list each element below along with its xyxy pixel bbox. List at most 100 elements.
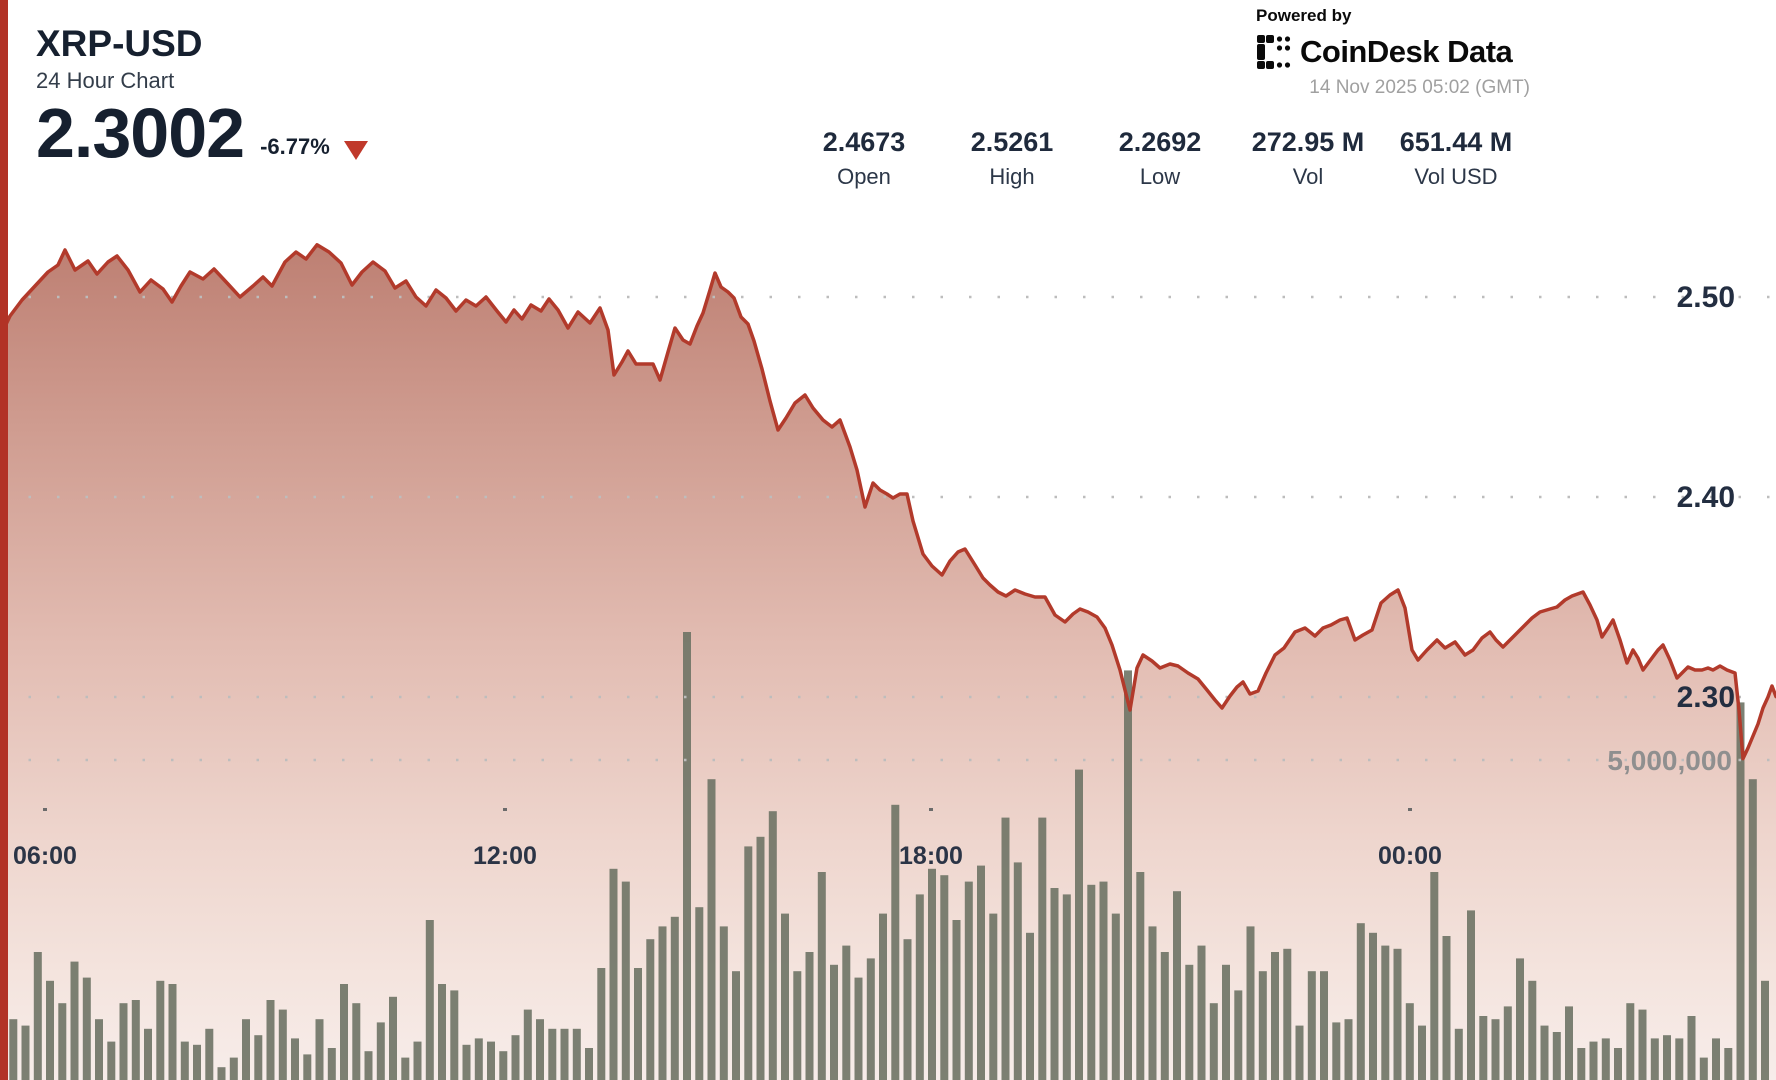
volume-bar xyxy=(1516,958,1524,1080)
volume-bar xyxy=(499,1051,508,1080)
volume-bar xyxy=(303,1054,312,1080)
x-axis-time-label: 12:00 xyxy=(473,842,537,870)
x-axis-tick xyxy=(1408,808,1412,811)
chart-subtitle: 24 Hour Chart xyxy=(36,67,175,93)
volume-bar xyxy=(1209,1003,1218,1080)
data-timestamp: 14 Nov 2025 05:02 (GMT) xyxy=(1309,77,1530,98)
last-price: 2.3002 xyxy=(36,93,245,172)
volume-bar xyxy=(450,990,459,1080)
volume-bar xyxy=(1307,971,1316,1080)
coindesk-logo-text: CoinDesk Data xyxy=(1300,34,1513,69)
volume-bar xyxy=(1369,932,1377,1080)
volume-bar xyxy=(756,836,765,1080)
volume-bar xyxy=(1577,1048,1586,1080)
volume-bar xyxy=(487,1041,495,1080)
stat-label: Low xyxy=(1139,164,1181,190)
x-axis-tick xyxy=(929,808,933,811)
stat-value: 2.2692 xyxy=(1118,127,1202,157)
x-axis-tick xyxy=(43,808,47,811)
volume-bar xyxy=(1222,964,1230,1080)
volume-bar xyxy=(1001,817,1010,1080)
volume-bar xyxy=(1332,1022,1341,1080)
volume-bar xyxy=(389,996,397,1080)
volume-bar xyxy=(511,1035,520,1080)
volume-bar xyxy=(1405,1003,1414,1080)
volume-bar xyxy=(1344,1019,1353,1080)
volume-bar xyxy=(768,811,777,1080)
volume-bar xyxy=(560,1028,569,1080)
volume-bar xyxy=(180,1041,189,1080)
volume-bar xyxy=(1283,948,1292,1080)
volume-bar xyxy=(340,984,348,1080)
volume-bar xyxy=(609,868,618,1080)
volume-bar xyxy=(1111,913,1120,1080)
volume-bar xyxy=(1761,980,1769,1080)
volume-bar xyxy=(1271,952,1279,1080)
volume-bar xyxy=(474,1038,483,1080)
volume-bar xyxy=(1075,769,1083,1080)
stat-low: 2.2692 Low xyxy=(1086,126,1234,190)
volume-bar xyxy=(1393,948,1402,1080)
volume-bar xyxy=(1503,1006,1512,1080)
volume-bar xyxy=(462,1044,471,1080)
volume-bar xyxy=(585,1048,593,1080)
volume-bar xyxy=(1552,1032,1561,1080)
volume-bar xyxy=(854,977,863,1080)
volume-bar xyxy=(842,945,851,1080)
volume-bar xyxy=(1614,1048,1622,1080)
volume-bar xyxy=(1124,670,1132,1080)
volume-bar xyxy=(217,1067,226,1080)
volume-bar xyxy=(1197,945,1206,1080)
volume-bar xyxy=(425,920,434,1080)
price-change-percent: -6.77% xyxy=(260,133,330,159)
volume-bar xyxy=(1136,872,1145,1080)
volume-bar xyxy=(1442,936,1451,1080)
y-axis-price-label: 2.30 xyxy=(1677,681,1735,714)
volume-bar xyxy=(719,926,728,1080)
volume-bar xyxy=(1381,945,1390,1080)
volume-bar xyxy=(1160,952,1169,1080)
volume-bar xyxy=(536,1019,544,1080)
y-axis-volume-label: 5,000,000 xyxy=(1607,745,1732,776)
volume-bar xyxy=(952,920,961,1080)
volume-bar xyxy=(95,1019,103,1080)
volume-bar xyxy=(1062,894,1071,1080)
x-axis-time-label: 00:00 xyxy=(1378,842,1442,870)
volume-bar xyxy=(940,875,949,1080)
volume-bar xyxy=(107,1041,116,1080)
volume-bar xyxy=(1650,1038,1659,1080)
volume-bar xyxy=(989,913,998,1080)
volume-bar xyxy=(1724,1048,1733,1080)
volume-bar xyxy=(1148,926,1157,1080)
volume-bar xyxy=(1699,1057,1708,1080)
stat-value: 2.5261 xyxy=(970,127,1054,157)
volume-bar xyxy=(1026,932,1034,1080)
stat-label: Open xyxy=(837,164,891,190)
volume-bar xyxy=(352,1003,361,1080)
volume-bar xyxy=(621,881,630,1080)
volume-bar xyxy=(1234,990,1243,1080)
volume-bar xyxy=(683,632,691,1080)
volume-bar xyxy=(695,907,704,1080)
x-axis-time-label: 06:00 xyxy=(13,842,77,870)
volume-bar xyxy=(1491,1019,1500,1080)
symbol-title: XRP-USD xyxy=(36,23,203,64)
stat-vol: 272.95 M Vol xyxy=(1234,126,1382,190)
volume-bar xyxy=(523,1009,532,1080)
volume-bar xyxy=(1258,971,1267,1080)
volume-bar xyxy=(1356,923,1365,1080)
stat-open: 2.4673 Open xyxy=(790,126,938,190)
y-axis-price-label: 2.40 xyxy=(1677,481,1735,514)
volume-bar xyxy=(1173,891,1181,1080)
volume-bar xyxy=(193,1044,201,1080)
volume-bar xyxy=(572,1028,581,1080)
volume-bar xyxy=(1038,817,1047,1080)
volume-bar xyxy=(131,1000,140,1080)
volume-bar xyxy=(1246,926,1255,1080)
volume-bar xyxy=(1565,1006,1573,1080)
coindesk-logo[interactable]: CoinDesk Data xyxy=(1256,34,1530,70)
volume-bar xyxy=(58,1003,67,1080)
volume-bar xyxy=(732,971,740,1080)
volume-bar xyxy=(1013,862,1022,1080)
